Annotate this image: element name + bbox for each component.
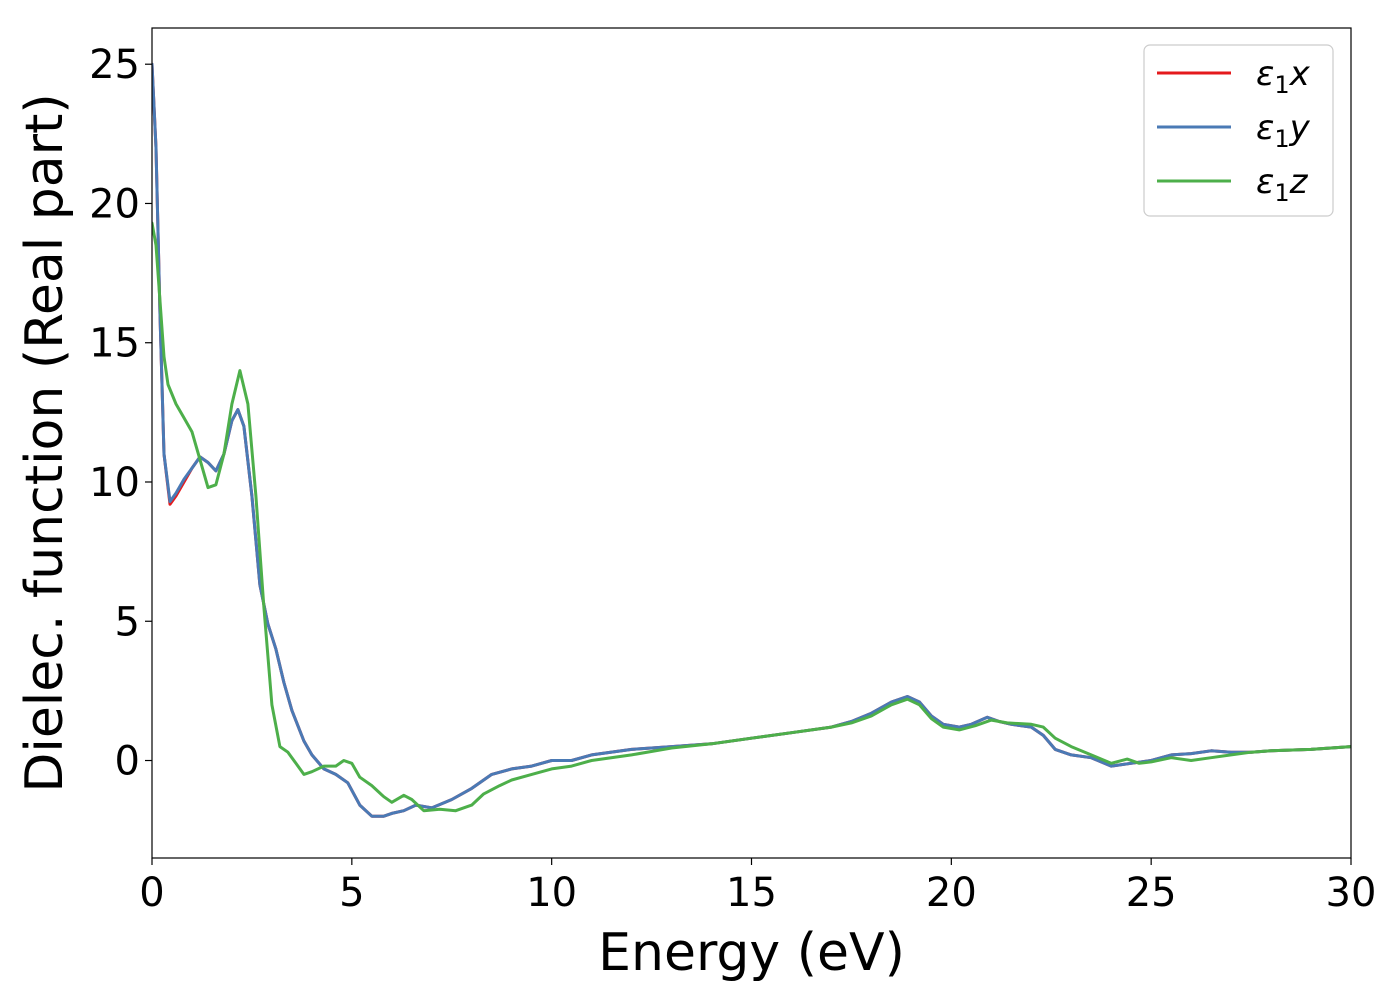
- y-tick-label: 5: [115, 599, 140, 645]
- x-tick-label: 30: [1326, 870, 1377, 916]
- series-line-y: [152, 62, 1351, 818]
- x-axis-label: Energy (eV): [598, 923, 905, 983]
- x-tick-label: 0: [139, 870, 164, 916]
- series-line-z: [152, 221, 1351, 813]
- legend-label-x: ε1x: [1256, 54, 1311, 99]
- x-tick-label: 15: [726, 870, 777, 916]
- legend: ε1x ε1y ε1z: [1143, 44, 1334, 217]
- y-tick-label: 10: [89, 460, 140, 506]
- y-axis-label: Dielec. function (Real part): [15, 93, 75, 792]
- y-tick-label: 20: [89, 181, 140, 227]
- x-tick-label: 5: [339, 870, 364, 916]
- legend-label-y: ε1y: [1256, 108, 1311, 153]
- y-tick-label: 15: [89, 321, 140, 367]
- x-tick-label: 10: [526, 870, 577, 916]
- y-tick-label: 25: [89, 42, 140, 88]
- legend-box: [1143, 44, 1334, 217]
- x-tick-label: 20: [926, 870, 977, 916]
- x-tick-label: 25: [1126, 870, 1177, 916]
- y-tick-label: 0: [115, 739, 140, 785]
- series-layer: [152, 62, 1351, 818]
- axis-ticks: 0 5 10 15 20 25 30 0 5 10 15 20 25: [89, 42, 1376, 916]
- legend-label-z: ε1z: [1256, 162, 1309, 207]
